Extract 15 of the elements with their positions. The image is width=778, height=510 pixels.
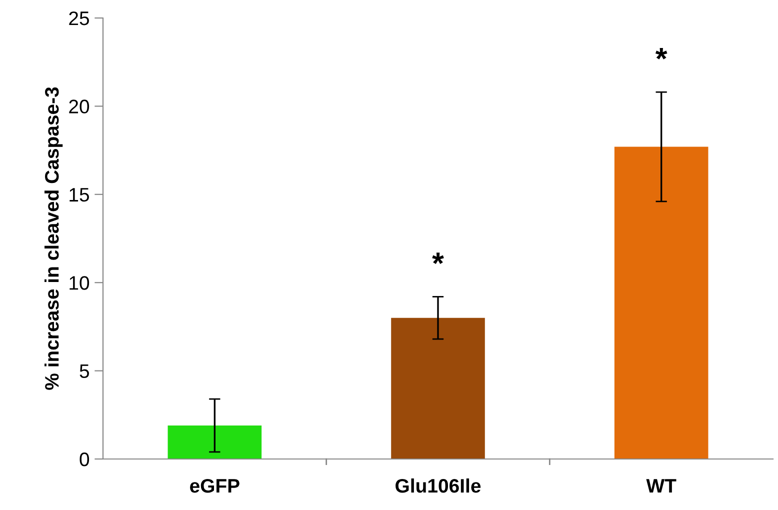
x-tick-label: WT: [646, 479, 676, 493]
y-axis-title: % increase in cleaved Caspase-3: [44, 87, 63, 390]
y-tick-label: 25: [69, 11, 89, 26]
bar: [391, 318, 485, 459]
y-tick-label: 20: [69, 100, 90, 114]
y-tick-label: 5: [80, 364, 89, 378]
y-tick-label: 10: [70, 276, 90, 290]
annotation: *: [432, 252, 444, 264]
bar: [614, 146, 708, 459]
y-tick-label: 0: [80, 452, 90, 466]
x-tick-label: eGFP: [190, 478, 240, 493]
annotation: *: [655, 48, 668, 60]
x-tick-label: Glu106Ile: [396, 478, 481, 493]
y-tick-label: 15: [70, 188, 89, 202]
bar: [168, 425, 262, 459]
